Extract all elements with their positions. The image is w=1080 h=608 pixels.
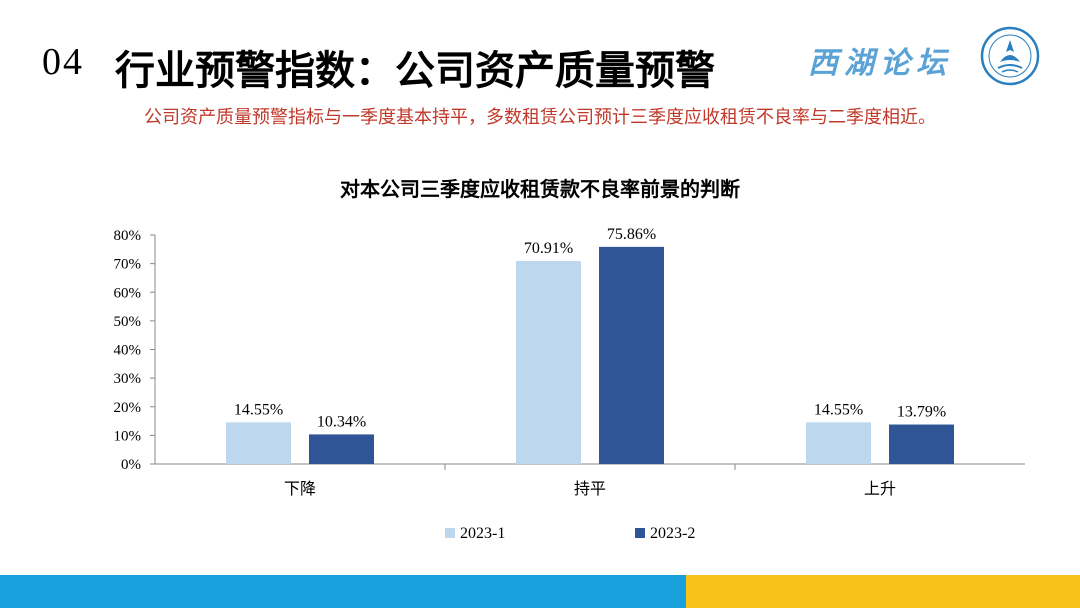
legend-entry: 2023-2 [650,525,695,542]
y-tick-label: 30% [114,371,142,387]
data-label: 14.55% [814,401,863,418]
footer-bar-blue [0,575,686,608]
y-tick-label: 10% [114,428,142,444]
y-tick-label: 20% [114,400,142,416]
y-tick-label: 70% [114,257,142,273]
data-label: 70.91% [524,240,573,257]
data-label: 75.86% [607,226,656,243]
section-number: 04 [42,41,84,83]
bar [309,434,374,464]
y-tick-label: 50% [114,314,142,330]
bar [889,424,954,464]
y-tick-label: 40% [114,343,142,359]
y-tick-label: 80% [114,228,142,244]
bar [516,261,581,464]
legend-swatch [635,528,645,538]
emblem-icon [980,26,1040,86]
bar-chart: 对本公司三季度应收租赁款不良率前景的判断 0% 10% 20% 30% 40% 50% 60%… [114,177,1025,542]
footer-bar-yellow [686,575,1080,608]
x-tick-label: 上升 [864,479,896,498]
slide-header: 04 行业预警指数：公司资产质量预警 西湖论坛 [0,0,1080,100]
legend-swatch [445,528,455,538]
data-label: 13.79% [897,404,946,421]
y-tick-label: 60% [114,285,142,301]
chart-title: 对本公司三季度应收租赁款不良率前景的判断 [340,177,740,201]
brand-logo-text: 西湖论坛 [808,46,952,81]
data-label: 10.34% [317,413,366,430]
legend-entry: 2023-1 [460,525,505,542]
slide-title: 行业预警指数：公司资产质量预警 [115,48,715,94]
x-tick-label: 持平 [574,479,606,498]
y-tick-label: 0% [121,457,141,473]
bar [226,422,291,464]
bar [806,422,871,464]
x-tick-label: 下降 [284,479,316,498]
data-label: 14.55% [234,401,283,418]
bar [599,246,664,464]
slide-subtitle: 公司资产质量预警指标与一季度基本持平，多数租赁公司预计三季度应收租赁不良率与二季… [144,107,936,128]
